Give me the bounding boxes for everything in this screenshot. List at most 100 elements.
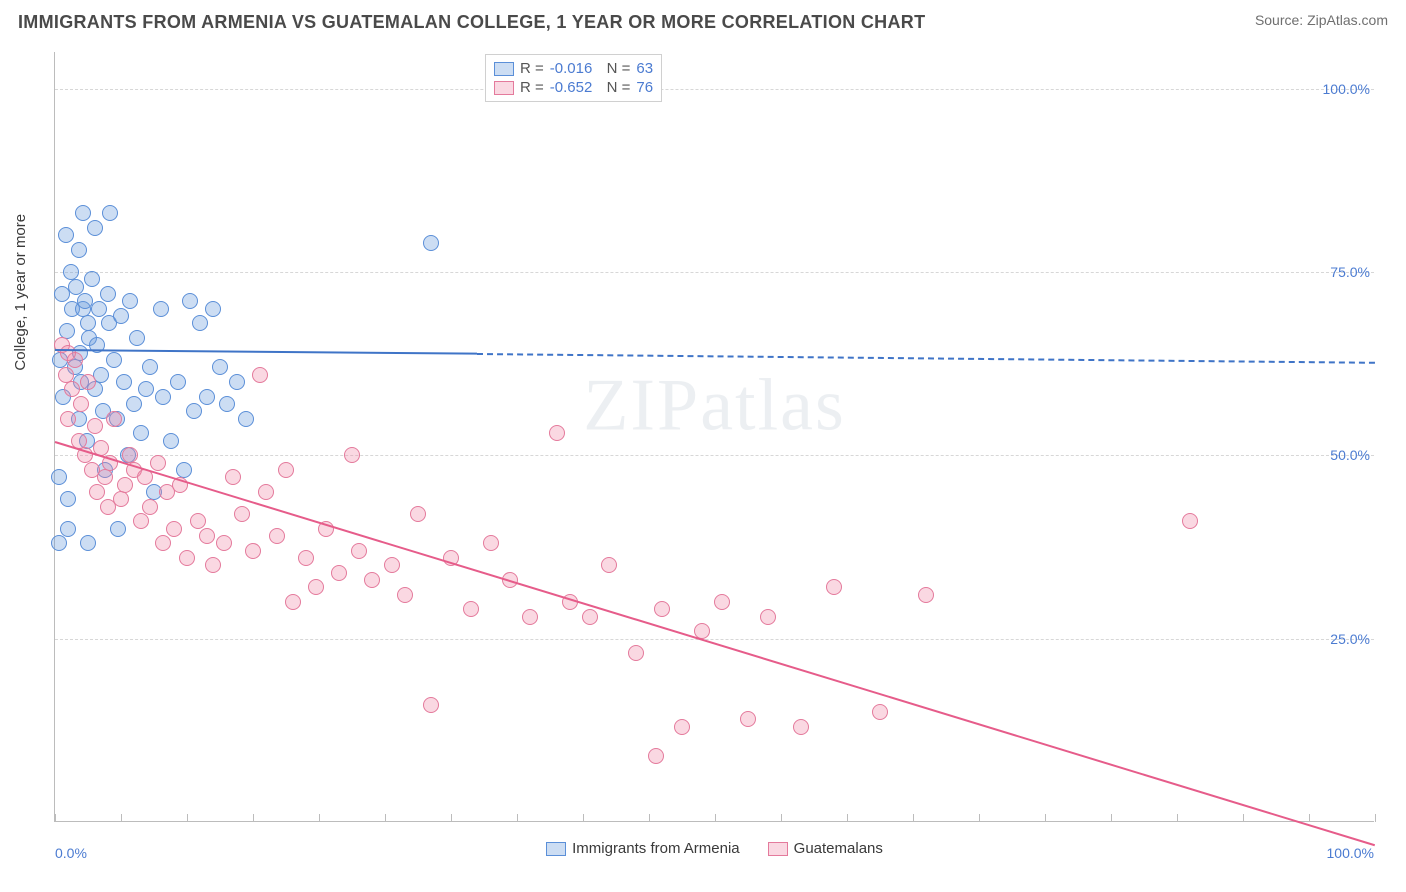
data-point-armenia (133, 425, 149, 441)
data-point-armenia (68, 279, 84, 295)
data-point-guatemalan (155, 535, 171, 551)
x-tick (979, 814, 980, 822)
gridline-h (55, 455, 1374, 456)
data-point-armenia (106, 352, 122, 368)
data-point-armenia (126, 396, 142, 412)
data-point-armenia (186, 403, 202, 419)
data-point-armenia (63, 264, 79, 280)
data-point-guatemalan (133, 513, 149, 529)
swatch-guatemalan (494, 81, 514, 95)
data-point-guatemalan (179, 550, 195, 566)
data-point-guatemalan (872, 704, 888, 720)
data-point-guatemalan (60, 345, 76, 361)
data-point-armenia (58, 227, 74, 243)
data-point-armenia (60, 521, 76, 537)
data-point-armenia (229, 374, 245, 390)
data-point-armenia (87, 220, 103, 236)
gridline-h (55, 272, 1374, 273)
n-value-guatemalan: 76 (636, 79, 653, 96)
series-legend: Immigrants from Armenia Guatemalans (55, 840, 1374, 857)
data-point-guatemalan (285, 594, 301, 610)
data-point-guatemalan (80, 374, 96, 390)
data-point-armenia (192, 315, 208, 331)
data-point-armenia (110, 521, 126, 537)
legend-row-guatemalan: R = -0.652 N = 76 (494, 78, 653, 97)
data-point-guatemalan (483, 535, 499, 551)
data-point-armenia (80, 535, 96, 551)
data-point-armenia (51, 535, 67, 551)
data-point-guatemalan (308, 579, 324, 595)
data-point-guatemalan (826, 579, 842, 595)
data-point-guatemalan (582, 609, 598, 625)
data-point-guatemalan (89, 484, 105, 500)
source-value: ZipAtlas.com (1307, 12, 1388, 28)
x-tick (649, 814, 650, 822)
data-point-guatemalan (410, 506, 426, 522)
x-tick (517, 814, 518, 822)
data-point-guatemalan (628, 645, 644, 661)
data-point-guatemalan (225, 469, 241, 485)
swatch-guatemalan (768, 842, 788, 856)
y-axis-label: College, 1 year or more (12, 214, 29, 371)
data-point-armenia (75, 205, 91, 221)
data-point-armenia (212, 359, 228, 375)
data-point-guatemalan (166, 521, 182, 537)
data-point-guatemalan (122, 447, 138, 463)
chart-source: Source: ZipAtlas.com (1255, 12, 1388, 28)
data-point-guatemalan (278, 462, 294, 478)
n-value-armenia: 63 (636, 60, 653, 77)
data-point-guatemalan (205, 557, 221, 573)
chart-area: College, 1 year or more ZIPatlas R = -0.… (18, 44, 1388, 854)
data-point-armenia (238, 411, 254, 427)
data-point-armenia (59, 323, 75, 339)
data-point-guatemalan (190, 513, 206, 529)
data-point-guatemalan (364, 572, 380, 588)
data-point-armenia (113, 308, 129, 324)
x-axis-max-label: 100.0% (1327, 845, 1374, 861)
data-point-guatemalan (58, 367, 74, 383)
x-tick (1045, 814, 1046, 822)
data-point-guatemalan (87, 418, 103, 434)
data-point-guatemalan (1182, 513, 1198, 529)
data-point-guatemalan (714, 594, 730, 610)
legend-row-armenia: R = -0.016 N = 63 (494, 59, 653, 78)
trendline-dashed (477, 353, 1375, 364)
data-point-guatemalan (199, 528, 215, 544)
data-point-guatemalan (106, 411, 122, 427)
data-point-armenia (122, 293, 138, 309)
data-point-armenia (423, 235, 439, 251)
data-point-guatemalan (64, 381, 80, 397)
data-point-armenia (71, 242, 87, 258)
data-point-armenia (129, 330, 145, 346)
data-point-guatemalan (60, 411, 76, 427)
x-tick (1177, 814, 1178, 822)
gridline-h (55, 639, 1374, 640)
y-tick-label: 50.0% (1330, 447, 1370, 463)
data-point-guatemalan (258, 484, 274, 500)
data-point-armenia (142, 359, 158, 375)
data-point-guatemalan (269, 528, 285, 544)
legend-item-armenia: Immigrants from Armenia (546, 840, 740, 857)
chart-header: IMMIGRANTS FROM ARMENIA VS GUATEMALAN CO… (0, 0, 1406, 39)
data-point-guatemalan (97, 469, 113, 485)
watermark: ZIPatlas (583, 363, 846, 448)
legend-item-guatemalan: Guatemalans (768, 840, 883, 857)
data-point-guatemalan (918, 587, 934, 603)
x-tick (781, 814, 782, 822)
plot-region: ZIPatlas R = -0.016 N = 63 R = -0.652 N … (54, 52, 1374, 822)
data-point-guatemalan (113, 491, 129, 507)
r-label: R = (520, 79, 544, 96)
swatch-armenia (494, 62, 514, 76)
data-point-guatemalan (397, 587, 413, 603)
data-point-guatemalan (522, 609, 538, 625)
data-point-guatemalan (740, 711, 756, 727)
x-tick (253, 814, 254, 822)
x-tick (1111, 814, 1112, 822)
y-tick-label: 25.0% (1330, 631, 1370, 647)
data-point-guatemalan (648, 748, 664, 764)
data-point-guatemalan (245, 543, 261, 559)
data-point-guatemalan (331, 565, 347, 581)
x-tick (319, 814, 320, 822)
data-point-guatemalan (423, 697, 439, 713)
data-point-guatemalan (216, 535, 232, 551)
